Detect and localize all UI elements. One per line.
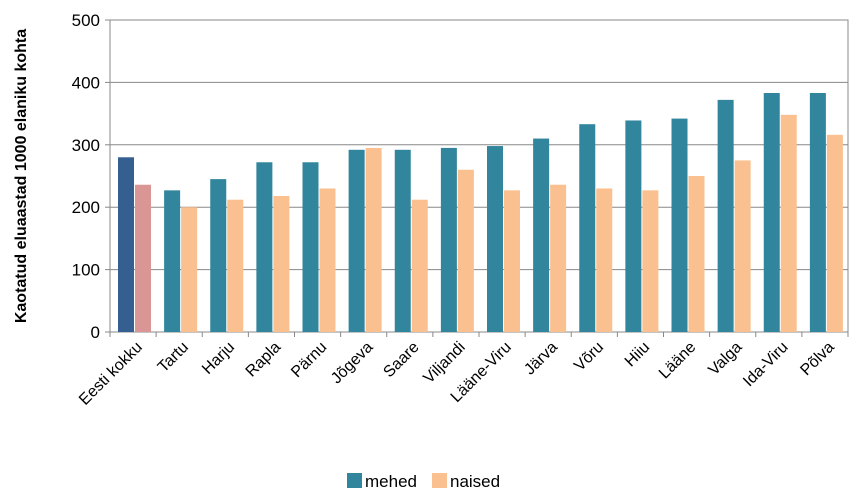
- bar-naised: [365, 147, 382, 332]
- bar-naised: [273, 195, 290, 332]
- legend-label-mehed: mehed: [365, 472, 417, 491]
- bar-naised: [411, 199, 428, 332]
- bar-mehed: [625, 120, 642, 333]
- bar-naised: [319, 188, 336, 332]
- bar-mehed: [717, 99, 734, 332]
- bar-mehed: [809, 93, 826, 333]
- x-tick-label: Järva: [521, 339, 561, 379]
- x-tick-label: Ida-Viru: [740, 339, 791, 390]
- x-tick-label: Võru: [571, 339, 607, 375]
- x-tick-label: Lääne: [656, 339, 700, 383]
- legend: mehed naised: [347, 472, 500, 491]
- legend-swatch-mehed: [347, 473, 362, 488]
- bar-mehed: [348, 149, 365, 332]
- bar-naised: [135, 184, 151, 332]
- x-tick-label: Eesti kokku: [76, 339, 146, 409]
- bar-mehed: [487, 146, 503, 332]
- x-tick-label: Saare: [380, 339, 422, 381]
- bar-naised: [457, 169, 474, 332]
- y-tick-label: 300: [72, 136, 100, 155]
- bar-naised: [504, 190, 520, 332]
- y-tick-label: 0: [91, 323, 100, 342]
- bar-naised: [642, 190, 659, 332]
- x-tick-label: Hiiu: [622, 339, 654, 371]
- bar-naised: [734, 160, 751, 332]
- x-tick-label: Valga: [705, 339, 745, 379]
- legend-swatch-naised: [432, 473, 447, 488]
- y-axis-title: Kaotatud eluaastad 1000 elaniku kohta: [13, 29, 30, 323]
- x-tick-label: Harju: [199, 339, 238, 378]
- bar-mehed: [164, 190, 181, 332]
- bar-mehed: [256, 162, 273, 332]
- bar-mehed: [533, 138, 550, 332]
- bar-mehed: [763, 93, 780, 333]
- x-tick-label: Põlva: [797, 339, 837, 379]
- x-tick-label: Rapla: [243, 339, 285, 381]
- legend-label-naised: naised: [450, 472, 500, 491]
- bar-naised: [550, 184, 567, 332]
- y-tick-label: 400: [72, 73, 100, 92]
- bar-naised: [826, 134, 843, 332]
- bar-naised: [596, 188, 613, 332]
- bar-mehed: [118, 157, 134, 332]
- y-tick-label: 200: [72, 198, 100, 217]
- bar-mehed: [302, 162, 319, 332]
- x-tick-label: Tartu: [155, 339, 192, 376]
- bar-mehed: [671, 118, 688, 332]
- axes: [105, 19, 849, 337]
- bar-mehed: [579, 124, 596, 332]
- bar-naised: [181, 207, 198, 332]
- x-tick-label: Pärnu: [288, 339, 330, 381]
- bar-mehed: [394, 149, 411, 332]
- bar-mehed: [440, 147, 457, 332]
- bar-naised: [227, 199, 244, 332]
- y-tick-label: 100: [72, 261, 100, 280]
- bar-naised: [780, 114, 797, 333]
- bar-mehed: [210, 179, 227, 332]
- y-tick-label: 500: [72, 11, 100, 30]
- x-tick-label: Jõgeva: [328, 339, 377, 388]
- bars: [118, 93, 843, 333]
- bar-naised: [688, 176, 705, 332]
